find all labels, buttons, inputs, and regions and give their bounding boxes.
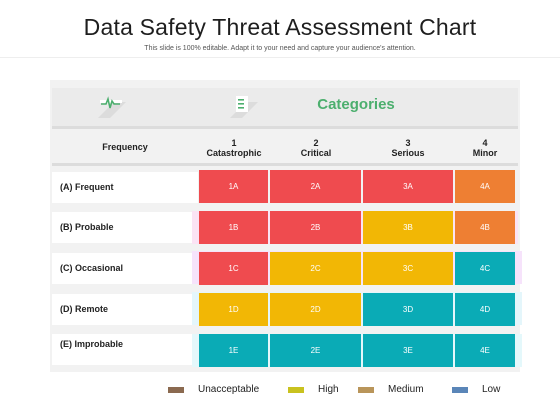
risk-cell: 2C bbox=[270, 252, 361, 285]
header-separator bbox=[52, 126, 518, 129]
column-name: Serious bbox=[391, 148, 425, 158]
risk-cell: 2D bbox=[270, 293, 361, 326]
column-header-separator bbox=[52, 163, 518, 166]
column-number: 4 bbox=[482, 138, 488, 148]
column-header-2: 2 Critical bbox=[271, 138, 361, 158]
categories-title: Categories bbox=[317, 96, 395, 113]
pulse-icon bbox=[96, 92, 130, 122]
column-name: Catastrophic bbox=[206, 148, 262, 158]
risk-cell: 1A bbox=[199, 170, 268, 203]
row-band-e bbox=[52, 334, 198, 365]
row-band-d bbox=[52, 294, 198, 325]
risk-cell: 3A bbox=[363, 170, 453, 203]
risk-cell: 1B bbox=[199, 211, 268, 244]
column-header-4: 4 Minor bbox=[440, 138, 530, 158]
risk-cell: 3B bbox=[363, 211, 453, 244]
column-number: 3 bbox=[405, 138, 411, 148]
frequency-label: Frequency bbox=[102, 142, 148, 152]
row-band-b bbox=[52, 212, 198, 243]
risk-cell: 1D bbox=[199, 293, 268, 326]
list-icon bbox=[228, 92, 262, 122]
column-number: 1 bbox=[231, 138, 237, 148]
row-label-improbable: (E) Improbable bbox=[60, 339, 124, 349]
column-number: 2 bbox=[313, 138, 319, 148]
risk-cell: 4E bbox=[455, 334, 515, 367]
column-header-1: 1 Catastrophic bbox=[189, 138, 279, 158]
column-name: Minor bbox=[472, 148, 498, 158]
page-subtitle: This slide is 100% editable. Adapt it to… bbox=[144, 45, 416, 52]
risk-cell: 2B bbox=[270, 211, 361, 244]
column-name: Critical bbox=[300, 148, 332, 158]
legend-swatch bbox=[452, 387, 468, 393]
risk-cell: 1C bbox=[199, 252, 268, 285]
row-label-probable: (B) Probable bbox=[60, 222, 114, 232]
title-divider bbox=[0, 57, 560, 58]
row-label-remote: (D) Remote bbox=[60, 304, 109, 314]
row-label-occasional: (C) Occasional bbox=[60, 263, 124, 273]
risk-cell: 4D bbox=[455, 293, 515, 326]
row-band-c bbox=[52, 253, 198, 284]
matrix-header-band bbox=[52, 88, 518, 126]
legend-label: High bbox=[318, 384, 339, 395]
row-label-frequent: (A) Frequent bbox=[60, 182, 114, 192]
legend-label: Unacceptable bbox=[198, 384, 260, 395]
risk-cell: 3E bbox=[363, 334, 453, 367]
risk-cell: 1E bbox=[199, 334, 268, 367]
column-header-3: 3 Serious bbox=[363, 138, 453, 158]
risk-cell: 3D bbox=[363, 293, 453, 326]
legend-swatch bbox=[168, 387, 184, 393]
risk-cell: 4A bbox=[455, 170, 515, 203]
risk-cell: 2A bbox=[270, 170, 361, 203]
row-band-a bbox=[52, 172, 198, 203]
risk-cell: 4C bbox=[455, 252, 515, 285]
page-title: Data Safety Threat Assessment Chart bbox=[83, 14, 477, 40]
legend-swatch bbox=[358, 387, 374, 393]
risk-cell: 4B bbox=[455, 211, 515, 244]
legend-swatch bbox=[288, 387, 304, 393]
risk-cell: 3C bbox=[363, 252, 453, 285]
legend-label: Medium bbox=[388, 384, 424, 395]
risk-cell: 2E bbox=[270, 334, 361, 367]
legend-label: Low bbox=[482, 384, 501, 395]
